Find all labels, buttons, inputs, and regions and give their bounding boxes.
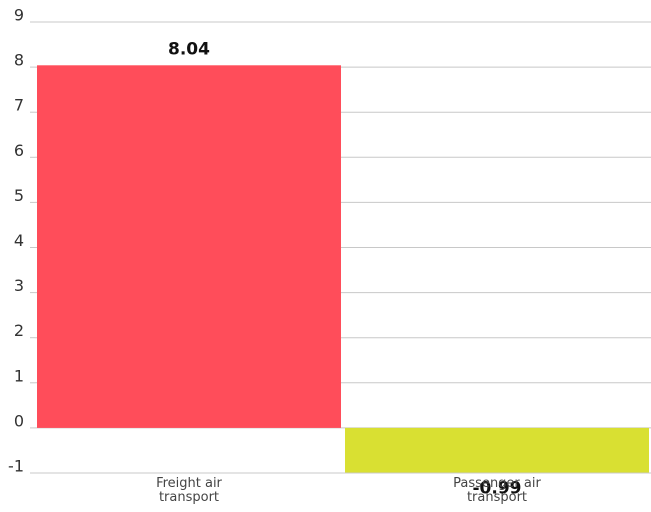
value-label: 8.04 [168,39,210,59]
y-tick-label: 7 [14,96,24,115]
y-tick-label: 0 [14,411,24,430]
y-tick-label: 3 [14,276,24,295]
y-tick-label: 5 [14,186,24,205]
y-tick-label: 6 [14,141,24,160]
y-tick-label: 9 [14,6,24,25]
value-label: -0.99 [473,479,522,499]
y-tick-label: -1 [8,457,24,476]
y-tick-label: 1 [14,366,24,385]
y-tick-label: 2 [14,321,24,340]
bar [345,427,649,473]
x-tick-label: Passenger air transport [453,476,541,505]
x-tick-label: Freight air transport [156,476,222,505]
y-tick-label: 4 [14,231,24,250]
y-tick-label: 8 [14,51,24,70]
bar [37,65,341,428]
